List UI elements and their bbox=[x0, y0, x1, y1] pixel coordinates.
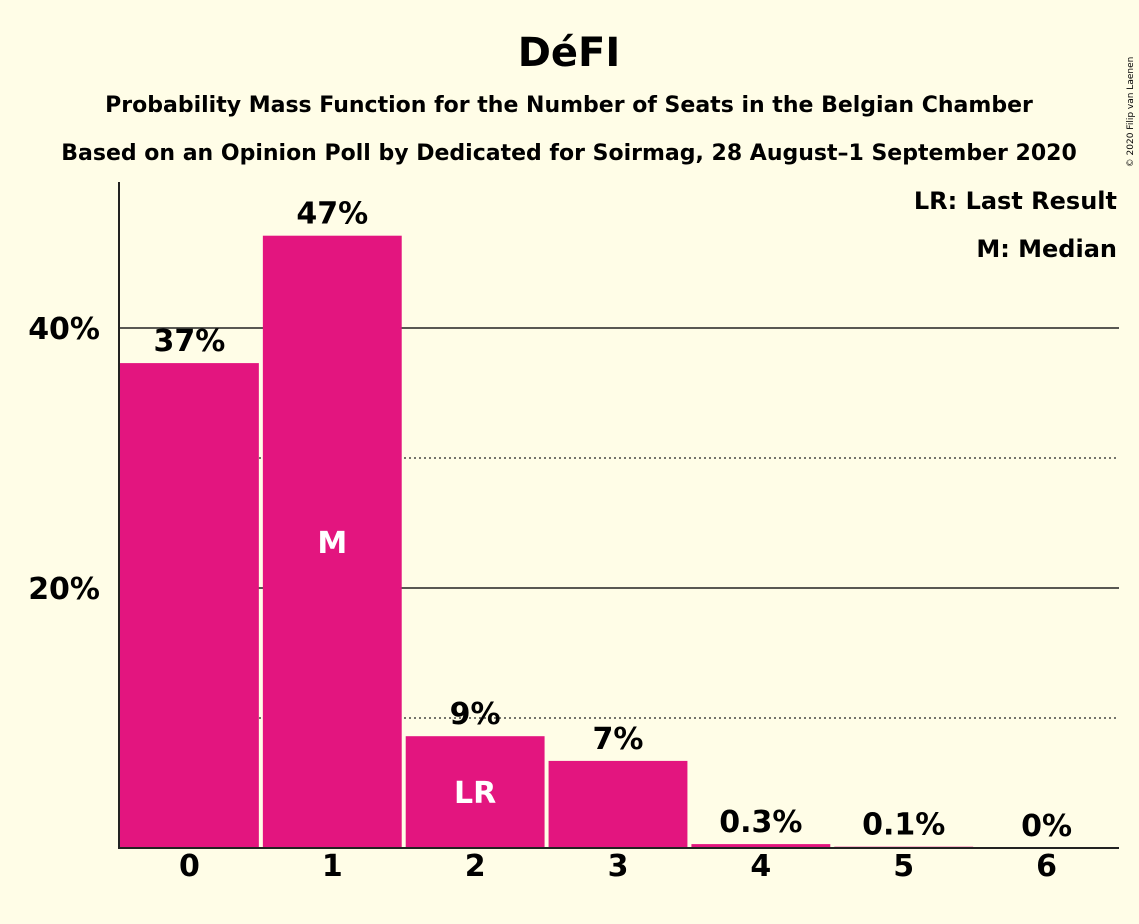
value-label-5: 0.1% bbox=[862, 808, 945, 843]
marker-label-2: LR bbox=[454, 776, 496, 811]
value-label-2: 9% bbox=[450, 697, 501, 732]
bar-0 bbox=[120, 363, 259, 848]
x-tick-label-3: 3 bbox=[608, 849, 629, 884]
value-label-0: 37% bbox=[154, 324, 226, 359]
legend-last-result: LR: Last Result bbox=[914, 187, 1117, 215]
marker-label-1: M bbox=[317, 526, 347, 561]
x-tick-label-4: 4 bbox=[750, 849, 771, 884]
chart-subtitle: Probability Mass Function for the Number… bbox=[105, 93, 1033, 118]
bar-1 bbox=[262, 235, 402, 848]
y-tick-label-0: 20% bbox=[28, 572, 100, 607]
data-labels: 37% 47% M 9% LR 7% 0.3% 0.1% 0% bbox=[154, 197, 1073, 844]
x-tick-label-6: 6 bbox=[1036, 849, 1057, 884]
x-tick-labels: 0 1 2 3 4 5 6 bbox=[179, 849, 1057, 884]
x-tick-label-2: 2 bbox=[465, 849, 486, 884]
bar-2 bbox=[405, 736, 545, 848]
value-label-4: 0.3% bbox=[719, 805, 802, 840]
x-tick-label-1: 1 bbox=[322, 849, 343, 884]
chart-title: DéFI bbox=[518, 30, 621, 76]
bar-4 bbox=[691, 844, 831, 848]
bar-3 bbox=[548, 760, 688, 848]
value-label-6: 0% bbox=[1021, 809, 1072, 844]
bars bbox=[120, 235, 974, 848]
y-tick-label-1: 40% bbox=[28, 312, 100, 347]
x-tick-label-5: 5 bbox=[893, 849, 914, 884]
x-tick-label-0: 0 bbox=[179, 849, 200, 884]
legend-median: M: Median bbox=[976, 235, 1117, 263]
value-label-1: 47% bbox=[296, 197, 368, 232]
chart-subtitle-2: Based on an Opinion Poll by Dedicated fo… bbox=[61, 141, 1077, 166]
copyright-text: © 2020 Filip van Laenen bbox=[1126, 57, 1136, 168]
y-tick-labels: 20% 40% bbox=[28, 312, 100, 607]
value-label-3: 7% bbox=[593, 722, 644, 757]
